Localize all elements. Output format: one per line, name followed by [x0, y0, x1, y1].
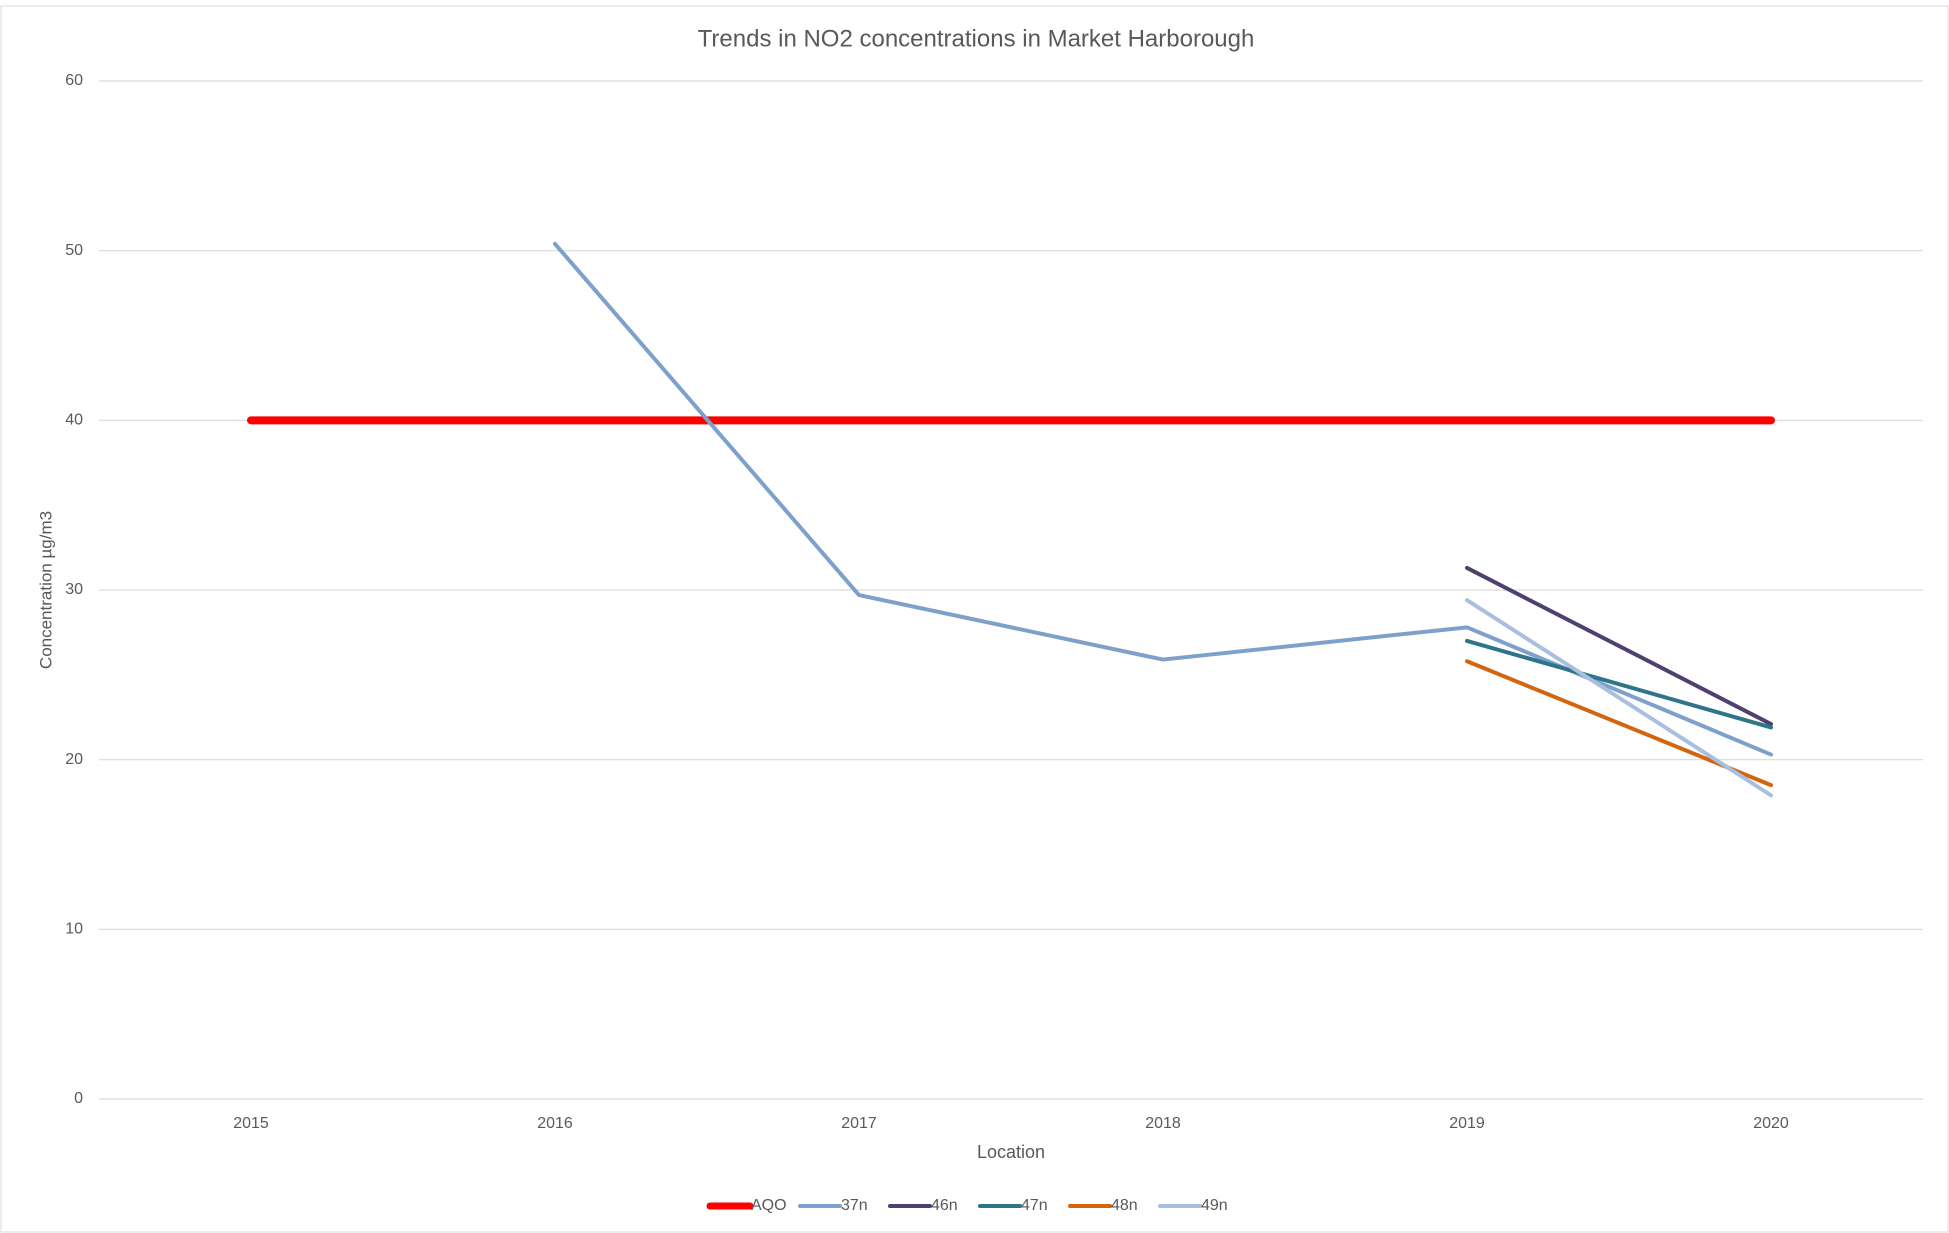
chart-title: Trends in NO2 concentrations in Market H…	[698, 25, 1255, 52]
x-tick-label: 2020	[1753, 1115, 1789, 1132]
x-tick-label: 2016	[537, 1115, 573, 1132]
legend-label: 37n	[841, 1197, 868, 1214]
line-series	[1465, 565, 1773, 727]
y-tick-label: 40	[65, 412, 83, 429]
legend-label: 47n	[1021, 1197, 1048, 1214]
x-tick-label: 2018	[1145, 1115, 1181, 1132]
y-tick-label: 60	[65, 72, 83, 89]
line-series	[1465, 598, 1773, 798]
x-tick-label: 2019	[1449, 1115, 1485, 1132]
y-tick-label: 20	[65, 751, 83, 768]
y-axis-label: Concentration µg/m3	[36, 511, 55, 669]
x-tick-label: 2017	[841, 1115, 877, 1132]
x-axis-label: Location	[977, 1142, 1045, 1162]
legend-label: 48n	[1111, 1197, 1138, 1214]
y-tick-label: 0	[74, 1090, 83, 1107]
line-series	[1465, 638, 1773, 730]
legend-label: 46n	[931, 1197, 958, 1214]
y-tick-label: 50	[65, 242, 83, 259]
y-tick-label: 30	[65, 581, 83, 598]
y-tick-label: 10	[65, 921, 83, 938]
legend-label: AQO	[751, 1197, 787, 1214]
legend-label: 49n	[1201, 1197, 1228, 1214]
x-tick-label: 2015	[233, 1115, 269, 1132]
